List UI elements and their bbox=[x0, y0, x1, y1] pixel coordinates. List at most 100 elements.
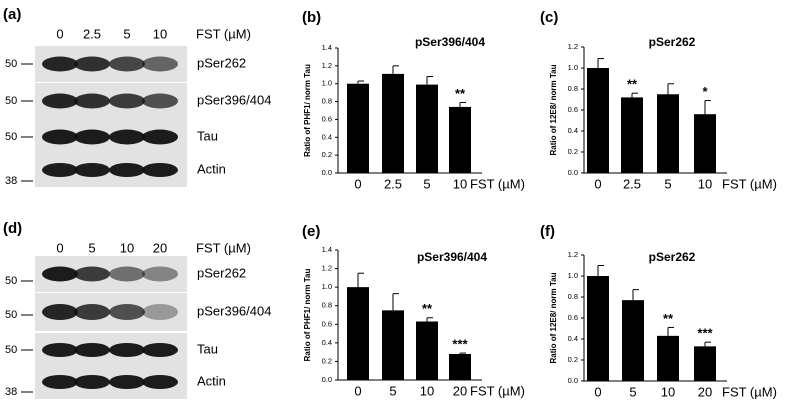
blot-band bbox=[142, 375, 178, 389]
lane-label: 5 bbox=[123, 26, 130, 41]
y-tick-label: 1.2 bbox=[322, 264, 332, 273]
blot-band bbox=[109, 375, 145, 389]
y-axis-label: Ratio of 12E8/ norm Tau bbox=[549, 64, 558, 155]
row-label: pSer396/404 bbox=[197, 303, 271, 318]
y-tick-label: 0.0 bbox=[568, 376, 578, 385]
blot-band bbox=[142, 266, 178, 282]
mw-marker: 50 bbox=[5, 344, 17, 356]
blot-band bbox=[42, 56, 78, 72]
x-tick-label: 5 bbox=[389, 383, 396, 398]
y-tick-label: 1.0 bbox=[322, 79, 332, 88]
blot-band bbox=[74, 343, 110, 357]
y-tick-label: 0.0 bbox=[322, 168, 332, 177]
blot-band bbox=[42, 304, 78, 320]
y-tick-label: 1.2 bbox=[568, 42, 578, 51]
y-tick-label: 0.8 bbox=[568, 292, 578, 301]
blot-band bbox=[142, 343, 178, 357]
row-label: Tau bbox=[197, 128, 218, 143]
bar bbox=[657, 94, 679, 173]
y-tick-label: 0.0 bbox=[568, 168, 578, 177]
bar bbox=[347, 83, 369, 173]
chart-title: pSer396/404 bbox=[417, 250, 487, 264]
significance: *** bbox=[452, 337, 468, 352]
bar bbox=[416, 84, 438, 173]
y-tick-label: 0.6 bbox=[322, 114, 332, 123]
bar bbox=[347, 287, 369, 380]
row-label: Tau bbox=[197, 341, 218, 356]
lane-label: 10 bbox=[120, 240, 134, 255]
mw-marker: 50 bbox=[5, 95, 17, 107]
blot-band bbox=[142, 56, 178, 72]
y-tick-label: 0.4 bbox=[568, 126, 578, 135]
mw-marker: 38 bbox=[5, 386, 17, 398]
y-tick-label: 0.4 bbox=[322, 338, 332, 347]
y-tick-label: 0.6 bbox=[568, 105, 578, 114]
y-tick-label: 0.4 bbox=[322, 132, 332, 141]
x-axis-label: FST (µM) bbox=[470, 176, 525, 191]
bar bbox=[657, 335, 679, 381]
y-tick-label: 1.2 bbox=[322, 61, 332, 70]
bar bbox=[622, 300, 644, 381]
significance: * bbox=[702, 84, 708, 99]
y-tick-label: 0.2 bbox=[322, 150, 332, 159]
mw-marker: 50 bbox=[5, 275, 17, 287]
row-label: Actin bbox=[197, 373, 226, 388]
blot-band bbox=[74, 163, 110, 177]
x-tick-label: 5 bbox=[629, 384, 636, 399]
x-tick-label: 2.5 bbox=[623, 176, 641, 191]
blot-band bbox=[42, 163, 78, 177]
unit-label: FST (µM) bbox=[196, 240, 251, 255]
blot-band bbox=[142, 129, 178, 145]
blot-band bbox=[109, 129, 145, 145]
chart-title: pSer396/404 bbox=[415, 35, 485, 49]
row-label: pSer262 bbox=[197, 265, 246, 280]
x-tick-label: 20 bbox=[453, 383, 467, 398]
y-axis-label: Ratio of PHF1/ norm Tau bbox=[303, 64, 312, 157]
significance: ** bbox=[663, 311, 674, 326]
row-label: Actin bbox=[197, 161, 226, 176]
blot-band bbox=[74, 304, 110, 320]
y-tick-label: 0.6 bbox=[322, 319, 332, 328]
blot-band bbox=[142, 304, 178, 320]
y-tick-label: 0.8 bbox=[322, 97, 332, 106]
panel-label: (e) bbox=[302, 223, 320, 240]
bar bbox=[416, 321, 438, 380]
bar bbox=[449, 106, 471, 173]
mw-marker: 38 bbox=[5, 175, 17, 187]
y-tick-label: 1.0 bbox=[322, 282, 332, 291]
x-tick-label: 10 bbox=[453, 176, 467, 191]
blot-band bbox=[74, 129, 110, 145]
x-axis-label: FST (µM) bbox=[722, 384, 777, 399]
panel-label: (f) bbox=[540, 223, 555, 240]
blot-band bbox=[109, 163, 145, 177]
blot-band bbox=[42, 266, 78, 282]
significance: ** bbox=[627, 77, 638, 92]
mw-marker: 50 bbox=[5, 131, 17, 143]
blot-band bbox=[42, 375, 78, 389]
x-axis-label: FST (µM) bbox=[470, 383, 525, 398]
blot-band bbox=[74, 93, 110, 109]
y-tick-label: 0.2 bbox=[568, 147, 578, 156]
mw-marker: 50 bbox=[5, 58, 17, 70]
blot-band bbox=[42, 93, 78, 109]
bar bbox=[694, 346, 716, 381]
y-tick-label: 0.2 bbox=[568, 355, 578, 364]
blot-band bbox=[109, 343, 145, 357]
y-tick-label: 0.6 bbox=[568, 313, 578, 322]
row-label: pSer262 bbox=[197, 55, 246, 70]
blot-band bbox=[109, 304, 145, 320]
blot-band bbox=[74, 266, 110, 282]
lane-label: 2.5 bbox=[83, 26, 101, 41]
x-tick-label: 10 bbox=[420, 383, 434, 398]
y-tick-label: 1.2 bbox=[568, 250, 578, 259]
blot-band bbox=[109, 266, 145, 282]
y-tick-label: 0.4 bbox=[568, 334, 578, 343]
bar bbox=[382, 73, 404, 173]
significance: ** bbox=[455, 86, 466, 101]
x-tick-label: 20 bbox=[698, 384, 712, 399]
blot-band bbox=[42, 343, 78, 357]
mw-marker: 50 bbox=[5, 309, 17, 321]
y-axis-label: Ratio of 12E8/ norm Tau bbox=[549, 272, 558, 363]
y-tick-label: 1.4 bbox=[322, 245, 332, 254]
y-tick-label: 0.8 bbox=[322, 301, 332, 310]
